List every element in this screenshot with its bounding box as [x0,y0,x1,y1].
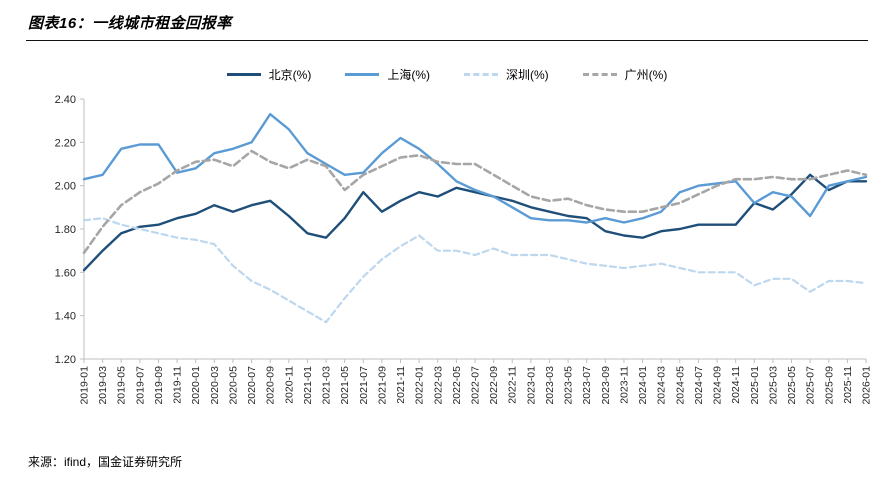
x-tick-label: 2022-05 [451,366,463,405]
legend-label-beijing: 北京(%) [268,67,312,82]
x-tick-label: 2023-11 [618,366,630,404]
x-tick-label: 2021-03 [321,366,333,405]
series-line-shenzhen [82,217,868,324]
legend-item-shanghai: 上海(%) [345,66,430,83]
legend-swatch-guangzhou [582,72,617,76]
chart-area: 1.20 1.40 1.60 1.80 2.00 2.20 2.40 2019-01 2019-… [22,87,894,426]
x-tick-label: 2025-07 [805,366,817,405]
x-tick-label: 2020-01 [190,366,202,405]
x-tick-label: 2026-01 [861,366,873,405]
x-tick-label: 2025-01 [749,366,761,405]
y-tick-label: 1.60 [55,267,76,279]
y-tick-label: 1.80 [55,224,76,236]
x-tick-label: 2022-07 [470,366,482,405]
legend-item-guangzhou: 广州(%) [582,66,668,83]
series-line-shanghai [82,113,868,224]
x-tick-label: 2020-11 [283,366,295,404]
series-line-guangzhou [82,149,868,255]
legend-label-guangzhou: 广州(%) [624,67,668,82]
legend-item-shenzhen: 深圳(%) [464,66,549,83]
x-tick-label: 2022-01 [414,366,426,405]
x-tick-label: 2020-05 [227,366,239,405]
x-tick-label: 2024-11 [730,366,742,404]
x-tick-label: 2020-07 [246,366,258,405]
legend-swatch-beijing [226,72,261,76]
x-tick-label: 2025-11 [842,366,854,404]
line-chart: 1.20 1.40 1.60 1.80 2.00 2.20 2.40 2019-01 2019-… [55,94,873,405]
x-tick-label: 2021-05 [339,366,351,405]
x-tick-label: 2019-01 [79,366,91,405]
legend-swatch-shenzhen [464,72,498,76]
legend-label-shanghai: 上海(%) [387,67,430,82]
x-tick-label: 2020-03 [209,366,221,405]
x-tick-label: 2023-09 [600,366,612,405]
y-tick-label: 2.20 [55,137,76,149]
legend-label-shenzhen: 深圳(%) [506,67,549,82]
x-tick-label: 2023-01 [525,366,537,405]
x-tick-label: 2024-03 [656,366,668,405]
x-tick-label: 2019-05 [116,366,128,405]
x-tick-label: 2021-07 [358,366,370,405]
source-note: 来源：ifind，国金证券研究所 [28,455,183,469]
x-tick-label: 2024-01 [637,366,649,405]
x-tick-label: 2023-03 [544,366,556,405]
x-tick-label: 2024-05 [674,366,686,405]
x-tick-label: 2022-11 [507,366,519,404]
x-tick-label: 2022-09 [488,366,500,405]
chart-legend: 北京(%) 上海(%) 深圳(%) 广州(%) [0,65,894,83]
y-tick-label: 1.20 [55,354,76,366]
x-tick-label: 2022-03 [432,366,444,405]
title-divider [26,40,868,41]
x-tick-label: 2025-03 [767,366,779,405]
x-tick-label: 2024-07 [693,366,705,405]
x-tick-label: 2024-09 [712,366,724,405]
x-tick-label: 2025-05 [786,366,798,405]
x-tick-label: 2019-07 [134,366,146,405]
legend-item-beijing: 北京(%) [226,66,312,83]
x-tick-label: 2023-05 [563,366,575,405]
x-tick-label: 2025-09 [823,366,835,405]
x-tick-label: 2021-09 [376,366,388,405]
figure-title: 图表16：一线城市租金回报率 [28,15,232,32]
legend-swatch-shanghai [345,72,380,76]
x-tick-label: 2019-11 [172,366,184,404]
x-tick-label: 2019-03 [97,366,109,405]
x-tick-label: 2021-01 [302,366,314,405]
x-tick-label: 2021-11 [395,366,407,404]
y-tick-label: 1.40 [55,311,76,323]
x-tick-label: 2020-09 [265,366,277,405]
x-tick-label: 2019-09 [153,366,165,405]
y-tick-label: 2.00 [55,181,76,193]
y-tick-label: 2.40 [55,94,76,106]
series-line-beijing [82,173,868,272]
x-tick-label: 2023-07 [581,366,593,405]
